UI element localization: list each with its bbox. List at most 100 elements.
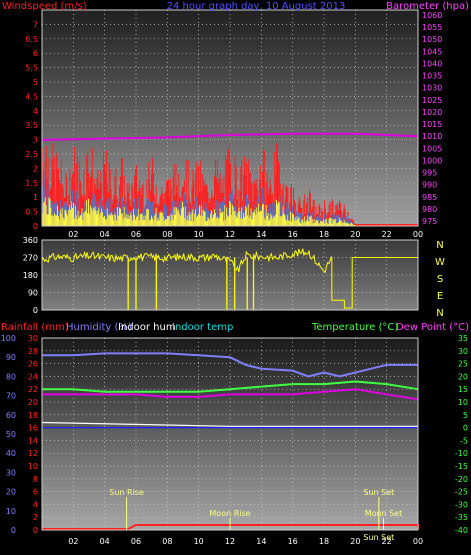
left-axis-label-windspeed: Windspeed (m/s) <box>2 1 87 12</box>
low-bar <box>88 198 90 226</box>
avg-bar <box>269 208 271 226</box>
low-bar <box>63 219 65 226</box>
windspeed-bar <box>165 191 167 226</box>
barometer-line <box>41 132 419 141</box>
low-bar <box>316 220 318 226</box>
windspeed-bar <box>54 157 56 226</box>
low-bar <box>64 209 66 226</box>
low-bar <box>43 201 45 226</box>
low-bar <box>296 216 298 226</box>
low-bar <box>165 218 167 226</box>
avg-bar <box>345 216 347 226</box>
avg-bar <box>288 208 290 226</box>
low-bar <box>300 223 302 226</box>
avg-bar <box>340 214 342 226</box>
windspeed-bar <box>142 182 144 226</box>
windspeed-bar <box>193 179 195 226</box>
avg-bar <box>280 194 282 226</box>
low-bar <box>81 208 83 226</box>
low-bar <box>157 217 159 226</box>
low-bar <box>97 210 99 226</box>
avg-bar <box>142 208 144 226</box>
barometer-tick-label: 1015 <box>422 120 442 129</box>
low-bar <box>324 219 326 226</box>
avg-bar <box>272 202 274 226</box>
direction-tail <box>331 257 418 309</box>
low-bar <box>73 218 75 226</box>
low-bar <box>281 215 283 226</box>
windspeed-bar <box>351 218 353 226</box>
low-bar <box>148 209 150 226</box>
low-bar <box>175 207 177 226</box>
low-bar <box>127 214 129 226</box>
avg-bar <box>46 188 48 226</box>
avg-bar <box>206 202 208 226</box>
low-bar <box>277 204 278 226</box>
low-bar <box>307 215 309 226</box>
low-bar <box>237 212 239 226</box>
avg-bar <box>349 221 351 226</box>
windspeed-bar <box>167 181 169 226</box>
low-bar <box>201 215 203 226</box>
windspeed-bar <box>89 189 90 226</box>
low-bar <box>93 208 95 226</box>
windspeed-bar <box>335 205 337 226</box>
low-bar <box>239 211 241 226</box>
windspeed-bar <box>57 169 59 226</box>
low-bar <box>166 219 168 226</box>
windspeed-bar <box>76 157 78 226</box>
low-bar <box>207 217 209 226</box>
low-bar <box>321 221 323 226</box>
low-bar <box>149 220 151 226</box>
climate-x-tick-label: 02 <box>68 537 78 546</box>
low-bar <box>256 207 258 226</box>
low-bar <box>132 220 134 226</box>
low-bar <box>89 213 90 226</box>
low-bar <box>104 215 106 226</box>
low-bar <box>326 222 328 226</box>
low-bar <box>87 213 89 226</box>
direction-panel-border <box>41 239 419 311</box>
low-bar <box>322 221 324 226</box>
low-bar <box>68 209 70 226</box>
avg-bar <box>213 201 215 226</box>
low-bar <box>183 207 184 226</box>
avg-bar <box>291 212 293 226</box>
windspeed-bar <box>83 170 85 226</box>
direction-tick-label: 270 <box>23 254 38 263</box>
wind-tick-label: 3 <box>33 136 38 145</box>
low-bar <box>183 218 185 226</box>
windspeed-bar <box>123 175 125 226</box>
windspeed-bar <box>119 185 121 226</box>
windspeed-bar <box>236 199 238 226</box>
avg-bar <box>223 197 225 226</box>
windspeed-bar <box>225 154 227 226</box>
low-bar <box>340 220 342 226</box>
wind-x-tick-label: 08 <box>162 230 172 239</box>
low-bar <box>191 212 193 226</box>
label-indoor-hum: Indoor hum <box>118 322 176 333</box>
low-bar <box>181 208 183 226</box>
low-bar <box>186 215 188 226</box>
avg-bar <box>242 205 244 226</box>
avg-bar <box>289 207 291 226</box>
annotation-label: Moon Rise <box>209 509 250 518</box>
temp-tick-label: 30 <box>458 347 468 356</box>
humidity-tick-label: 0 <box>11 526 16 535</box>
windspeed-bar <box>329 202 331 226</box>
low-bar <box>113 220 115 226</box>
temp-tick-label: 0 <box>463 424 468 433</box>
avg-bar <box>151 201 153 226</box>
low-bar <box>342 223 344 226</box>
low-bar <box>100 212 102 226</box>
low-bar <box>290 211 292 226</box>
avg-bar <box>183 192 185 226</box>
compass-label: N <box>436 240 443 251</box>
windspeed-bar <box>73 146 75 226</box>
windspeed-bar <box>100 170 102 226</box>
low-bar <box>92 207 94 226</box>
low-bar <box>190 221 192 226</box>
low-bar <box>304 216 306 226</box>
windspeed-bar <box>86 154 88 226</box>
annotation-label: Moon Set <box>365 509 402 518</box>
